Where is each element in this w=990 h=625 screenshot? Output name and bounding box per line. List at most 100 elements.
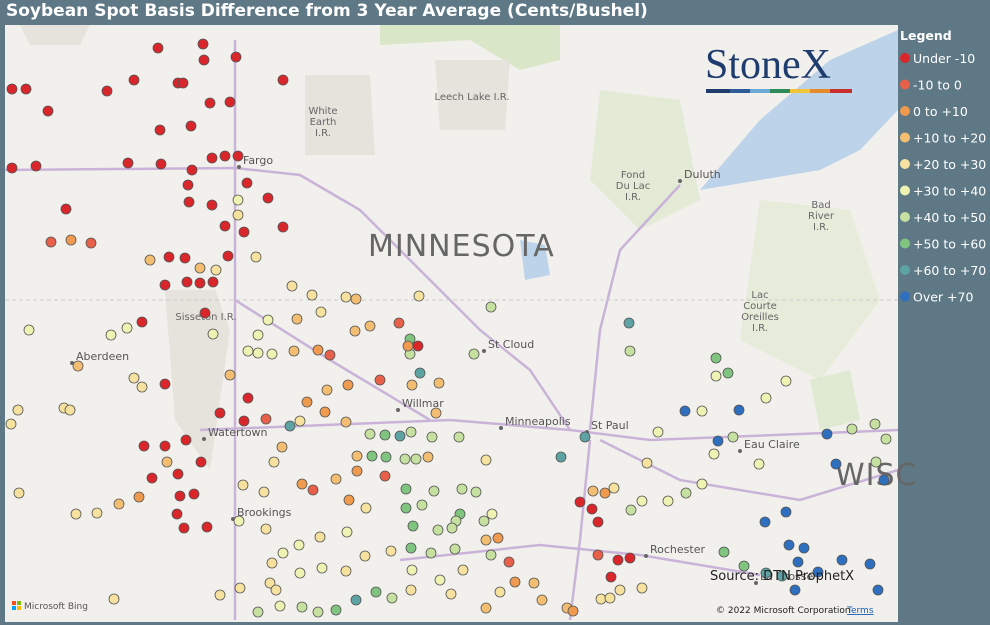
location-dot xyxy=(623,317,635,329)
location-dot xyxy=(294,415,306,427)
reservation-label: I.R. xyxy=(813,222,829,233)
location-dot xyxy=(394,430,406,442)
location-dot xyxy=(625,504,637,516)
city-label: Minneapolis xyxy=(505,415,571,428)
location-dot xyxy=(307,484,319,496)
reservation-label: I.R. xyxy=(625,192,641,203)
location-dot xyxy=(652,426,664,438)
location-dot xyxy=(288,345,300,357)
location-dot xyxy=(155,158,167,170)
location-dot xyxy=(6,83,18,95)
location-dot xyxy=(232,150,244,162)
location-dot xyxy=(379,429,391,441)
location-dot xyxy=(276,441,288,453)
location-dot xyxy=(696,405,708,417)
legend-swatch xyxy=(900,132,910,143)
location-dot xyxy=(315,306,327,318)
location-dot xyxy=(185,120,197,132)
location-dot xyxy=(101,85,113,97)
city-dot xyxy=(396,408,400,412)
location-dot xyxy=(296,478,308,490)
legend-swatch xyxy=(900,53,910,63)
location-dot xyxy=(351,450,363,462)
location-dot xyxy=(780,375,792,387)
location-dot xyxy=(492,532,504,544)
bing-logo: Microsoft Bing xyxy=(12,601,88,612)
location-dot xyxy=(422,451,434,463)
reservation-label: White xyxy=(308,106,337,117)
copyright: © 2022 Microsoft Corporation xyxy=(716,606,851,616)
location-dot xyxy=(206,199,218,211)
terms-link[interactable]: Terms xyxy=(846,606,874,616)
location-dot xyxy=(45,236,57,248)
location-dot xyxy=(405,542,417,554)
location-dot xyxy=(350,293,362,305)
location-dot xyxy=(314,531,326,543)
city-label: Eau Claire xyxy=(744,438,800,451)
location-dot xyxy=(5,418,17,430)
location-dot xyxy=(641,457,653,469)
location-dot xyxy=(274,600,286,612)
location-dot xyxy=(266,348,278,360)
reservation-label: Fond xyxy=(621,170,645,181)
location-dot xyxy=(232,209,244,221)
source: Source: DTN ProphetX xyxy=(710,569,854,584)
location-dot xyxy=(268,456,280,468)
location-dot xyxy=(478,515,490,527)
city-label: Rochester xyxy=(650,543,705,556)
location-dot xyxy=(174,490,186,502)
city-dot xyxy=(678,179,682,183)
location-dot xyxy=(480,534,492,546)
location-dot xyxy=(242,392,254,404)
title: Soybean Spot Basis Difference from 3 Yea… xyxy=(6,1,648,21)
location-dot xyxy=(727,431,739,443)
location-dot xyxy=(232,194,244,206)
location-dot xyxy=(252,347,264,359)
roads xyxy=(4,40,899,621)
location-dot xyxy=(146,472,158,484)
location-dot xyxy=(340,565,352,577)
legend-label: +50 to +60 xyxy=(913,237,986,252)
location-dot xyxy=(219,220,231,232)
location-dot xyxy=(324,349,336,361)
location-dot xyxy=(293,539,305,551)
location-dot xyxy=(405,584,417,596)
location-dot xyxy=(608,482,620,494)
location-dot xyxy=(636,582,648,594)
city-dot xyxy=(237,165,241,169)
location-dot xyxy=(264,577,276,589)
location-dot xyxy=(870,456,882,468)
reservation-label: Oreilles xyxy=(741,312,779,323)
location-dot xyxy=(836,554,848,566)
location-dot xyxy=(206,152,218,164)
location-dot xyxy=(306,289,318,301)
location-dot xyxy=(470,486,482,498)
location-dot xyxy=(595,593,607,605)
location-dot xyxy=(182,179,194,191)
legend-swatch xyxy=(900,291,910,302)
logo: StoneX xyxy=(705,42,852,93)
location-dot xyxy=(319,406,331,418)
location-dot xyxy=(872,584,884,596)
location-dot xyxy=(798,542,810,554)
location-dot xyxy=(555,451,567,463)
location-dot xyxy=(430,407,442,419)
location-dot xyxy=(574,496,586,508)
location-dot xyxy=(400,483,412,495)
location-dot xyxy=(207,328,219,340)
location-dot xyxy=(579,431,591,443)
legend-swatch xyxy=(900,238,910,249)
location-dot xyxy=(364,428,376,440)
location-dot xyxy=(12,404,24,416)
location-dot xyxy=(198,54,210,66)
location-dot xyxy=(428,485,440,497)
location-dot xyxy=(614,584,626,596)
location-dot xyxy=(108,593,120,605)
bing-text: Microsoft Bing xyxy=(24,602,88,612)
city-label: Willmar xyxy=(402,397,444,410)
location-dot xyxy=(312,606,324,618)
city-dot xyxy=(202,437,206,441)
location-dot xyxy=(250,251,262,263)
legend-swatch xyxy=(900,212,910,222)
